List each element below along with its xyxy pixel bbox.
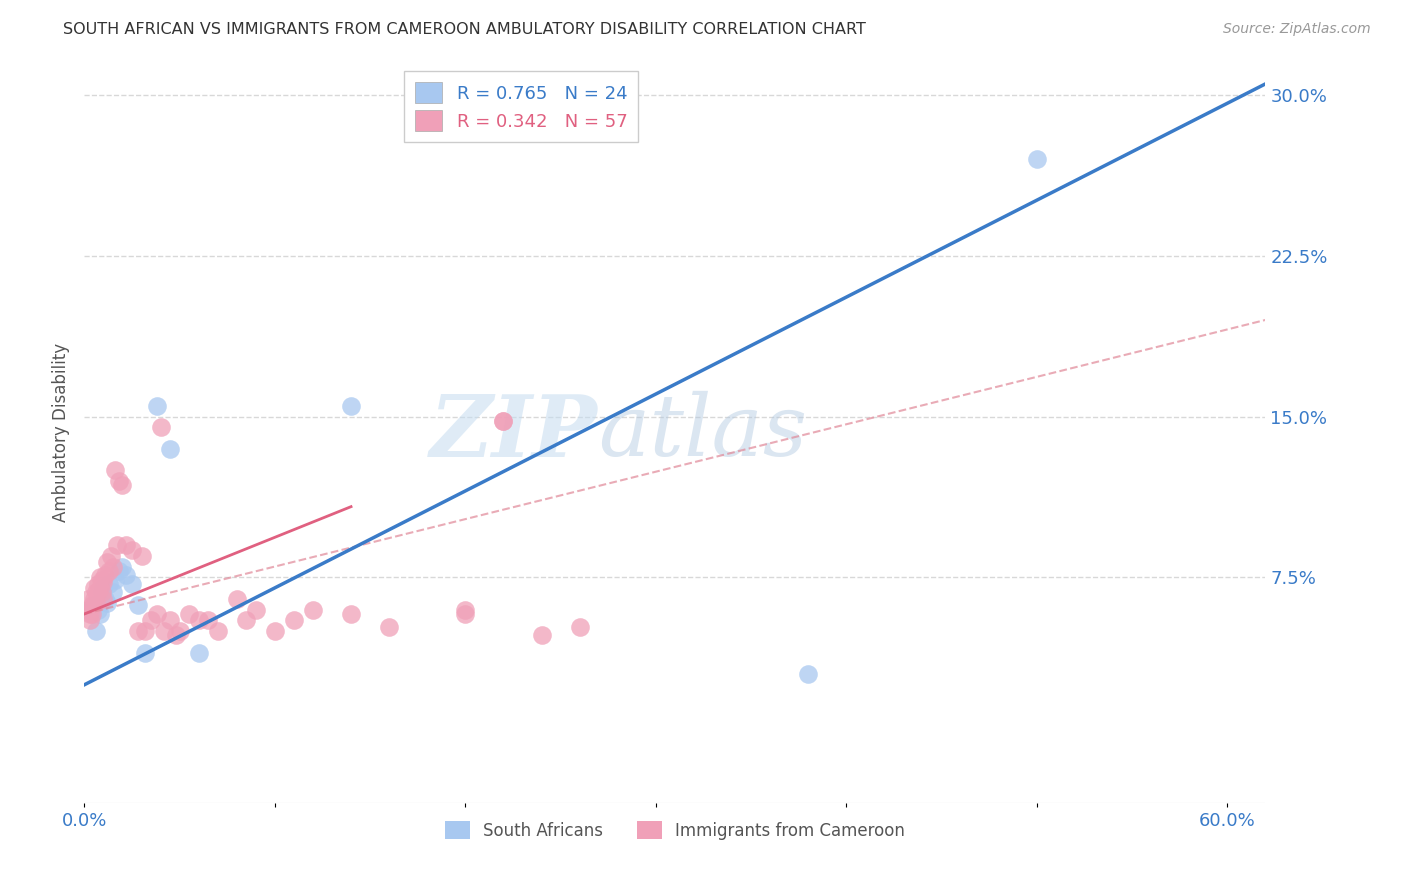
Point [80,607,103,621]
Point [145,607,167,621]
Point [93,581,115,595]
Point [225,591,247,606]
Point [101,585,124,599]
Point [235,614,257,628]
Point [90,585,112,599]
Text: Source: ZipAtlas.com: Source: ZipAtlas.com [1223,22,1371,37]
Point [94,591,117,606]
Point [90,573,112,587]
Point [94,568,117,582]
Point [115,538,138,552]
Point [492,414,515,428]
Point [98,577,121,591]
Point [83,581,105,595]
Point [101,559,124,574]
Point [77,602,100,616]
Point [179,607,201,621]
Point [283,614,305,628]
Point [145,399,167,413]
Point [86,602,108,616]
Point [107,474,129,488]
Point [89,570,111,584]
Point [302,602,325,616]
Point [86,585,108,599]
Point [79,607,101,621]
Point [83,599,105,613]
Point [207,624,229,639]
Point [454,607,477,621]
Point [131,549,153,563]
Point [93,574,115,589]
Point [134,624,156,639]
Point [96,596,118,610]
Point [84,624,107,639]
Point [89,581,111,595]
Point [104,463,127,477]
Text: ZIP: ZIP [430,391,598,475]
Point [115,568,138,582]
Point [111,559,134,574]
Point [1025,152,1047,166]
Legend: South Africans, Immigrants from Cameroon: South Africans, Immigrants from Cameroon [439,814,911,847]
Point [86,577,108,591]
Point [378,620,401,634]
Point [492,414,515,428]
Point [77,591,100,606]
Point [139,614,162,628]
Point [79,602,101,616]
Point [84,596,107,610]
Point [197,614,219,628]
Point [568,620,591,634]
Point [98,564,121,578]
Point [169,624,191,639]
Point [121,542,143,557]
Point [263,624,285,639]
Text: atlas: atlas [598,392,807,474]
Point [153,624,176,639]
Point [127,624,149,639]
Point [96,556,118,570]
Point [797,667,820,681]
Point [93,591,115,606]
Point [454,602,477,616]
Point [165,628,187,642]
Point [90,585,112,599]
Point [83,591,105,606]
Point [187,614,209,628]
Point [121,577,143,591]
Point [245,602,267,616]
Point [149,420,172,434]
Point [159,614,181,628]
Point [79,614,101,628]
Point [84,585,107,599]
Text: SOUTH AFRICAN VS IMMIGRANTS FROM CAMEROON AMBULATORY DISABILITY CORRELATION CHAR: SOUTH AFRICAN VS IMMIGRANTS FROM CAMEROO… [63,22,866,37]
Point [89,607,111,621]
Point [100,549,122,563]
Point [107,564,129,578]
Point [105,538,128,552]
Point [127,599,149,613]
Point [159,442,181,456]
Point [340,399,363,413]
Point [340,607,363,621]
Point [530,628,553,642]
Point [80,599,103,613]
Point [134,646,156,660]
Point [111,478,134,492]
Y-axis label: Ambulatory Disability: Ambulatory Disability [52,343,70,522]
Point [104,573,127,587]
Point [187,646,209,660]
